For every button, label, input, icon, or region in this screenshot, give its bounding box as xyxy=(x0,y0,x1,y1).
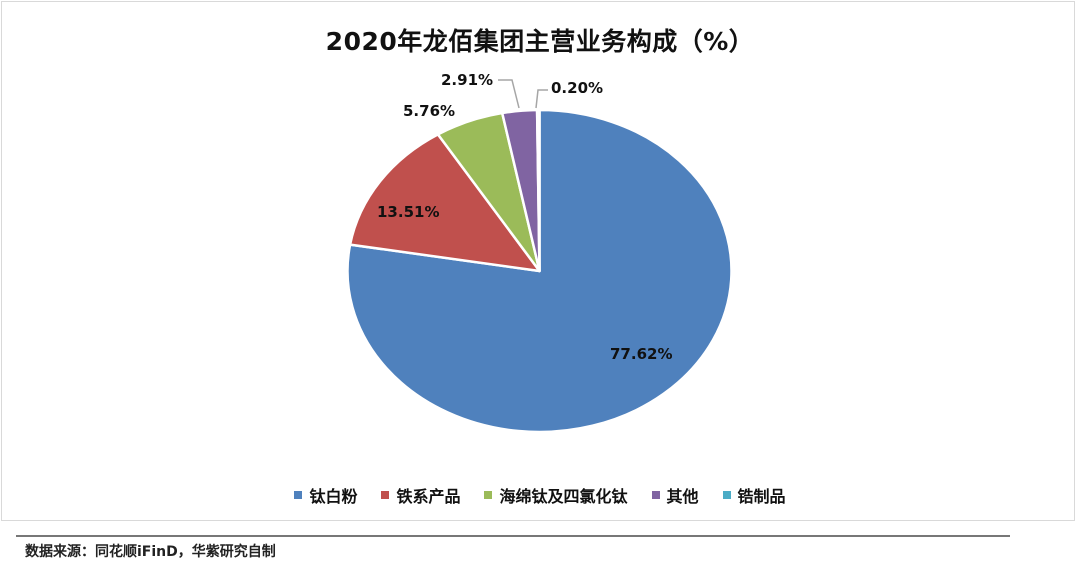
legend-label: 锆制品 xyxy=(737,487,786,506)
legend-item-zirconium: 锆制品 xyxy=(722,483,786,507)
legend-label: 海绵钛及四氯化钛 xyxy=(499,487,628,506)
data-label-iron-products: 13.51% xyxy=(377,203,440,221)
divider xyxy=(16,535,1010,537)
legend-label: 钛白粉 xyxy=(309,487,358,506)
legend-item-iron-products: 铁系产品 xyxy=(381,483,460,507)
legend-swatch-icon xyxy=(294,491,303,499)
pie-slice-titanium-dioxide xyxy=(346,108,733,434)
source-note: 数据来源：同花顺iFinD，华紫研究自制 xyxy=(25,544,276,560)
data-label-sponge-titanium: 5.76% xyxy=(403,102,456,120)
legend-swatch-icon xyxy=(381,491,390,499)
legend-swatch-icon xyxy=(484,491,493,499)
leader-line-zirconium xyxy=(535,89,548,109)
legend-swatch-icon xyxy=(722,491,731,499)
pie-slice-iron-products xyxy=(348,133,541,273)
legend-swatch-icon xyxy=(651,491,660,499)
leader-line-other xyxy=(498,79,520,109)
data-label-other: 2.91% xyxy=(441,71,494,89)
chart-legend: 钛白粉 铁系产品 海绵钛及四氯化钛 其他 锆制品 xyxy=(0,483,1080,507)
legend-item-titanium-dioxide: 钛白粉 xyxy=(294,483,357,507)
legend-item-sponge-titanium: 海绵钛及四氯化钛 xyxy=(484,483,628,507)
pie-slice-zirconium xyxy=(535,108,541,273)
chart-title: 2020年龙佰集团主营业务构成（%） xyxy=(325,27,755,56)
data-label-titanium-dioxide: 77.62% xyxy=(610,345,673,363)
legend-item-other: 其他 xyxy=(651,483,699,507)
data-label-zirconium: 0.20% xyxy=(551,79,604,97)
legend-label: 铁系产品 xyxy=(396,487,461,506)
legend-label: 其他 xyxy=(666,487,699,506)
